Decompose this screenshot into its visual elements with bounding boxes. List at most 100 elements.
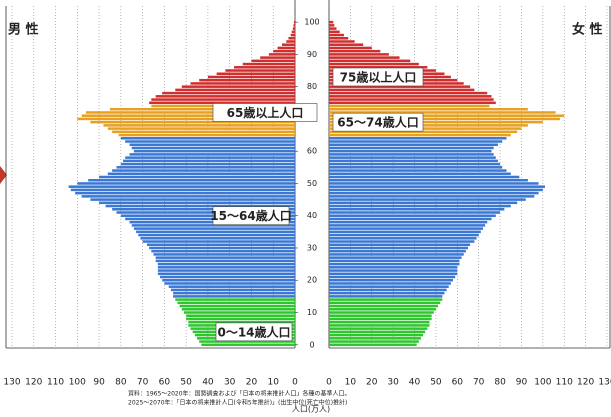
male-bar — [86, 111, 295, 114]
male-bar — [68, 185, 295, 188]
male-bar — [181, 308, 295, 311]
female-bar — [329, 311, 434, 314]
male-bar — [70, 188, 296, 192]
female-bar — [329, 246, 468, 250]
female-bar — [329, 275, 456, 279]
male-bar — [207, 75, 295, 79]
male-bar — [75, 191, 295, 195]
female-bar — [329, 146, 494, 150]
male-bar — [155, 95, 295, 98]
female-bar — [329, 340, 419, 343]
male-bar — [183, 311, 295, 314]
female-bar — [329, 233, 479, 237]
male-bar — [131, 146, 295, 150]
male-bar — [90, 120, 295, 124]
female-bar — [329, 259, 460, 263]
female-bar — [329, 333, 424, 337]
annotation-box — [212, 206, 290, 226]
y-tick-label: 60 — [307, 147, 317, 156]
female-bar — [329, 66, 428, 69]
male-bar — [160, 275, 295, 279]
female-bar — [329, 285, 449, 288]
male-title: 男 性 — [8, 22, 39, 38]
male-bar — [170, 288, 295, 292]
female-bar — [329, 107, 528, 111]
female-bar — [329, 298, 443, 301]
female-bar — [329, 185, 545, 188]
female-bar — [329, 266, 458, 269]
annotation: 65〜74歳人口 — [337, 115, 418, 130]
male-bar — [199, 340, 295, 343]
female-bar — [329, 127, 522, 130]
x-tick-label: 10 — [268, 378, 280, 388]
male-bar — [175, 298, 295, 301]
male-bar — [188, 320, 295, 324]
female-bar — [329, 301, 441, 305]
male-bar — [286, 40, 295, 43]
female-bar — [329, 227, 483, 230]
male-bar — [293, 20, 295, 24]
female-bar — [329, 337, 421, 340]
male-bar — [120, 214, 295, 217]
female-bar — [329, 159, 498, 163]
x-tick-label: 130 — [598, 378, 611, 388]
female-bar — [329, 53, 389, 56]
male-bar — [77, 182, 295, 185]
female-bar — [329, 49, 381, 53]
x-tick-label: 0 — [292, 378, 298, 388]
female-bar — [329, 88, 475, 92]
male-bar — [136, 230, 295, 234]
male-bar — [125, 217, 295, 221]
x-tick-label: 10 — [345, 378, 357, 388]
female-bar — [329, 269, 458, 272]
male-bar — [268, 53, 295, 56]
y-tick-label: 90 — [307, 50, 317, 59]
x-tick-label: 20 — [246, 378, 258, 388]
male-bar — [155, 259, 295, 263]
female-bar — [329, 343, 417, 347]
x-tick-label: 90 — [93, 378, 105, 388]
male-bar — [120, 137, 295, 140]
female-bar — [329, 230, 481, 234]
female-bar — [329, 104, 490, 108]
male-bar — [77, 117, 295, 121]
x-tick-label: 60 — [452, 378, 464, 388]
male-bar — [103, 124, 295, 127]
male-bar — [131, 224, 295, 227]
x-tick-label: 50 — [180, 378, 192, 388]
male-bar — [149, 101, 295, 105]
male-bar — [118, 133, 296, 137]
male-bar — [107, 127, 296, 130]
annotation-box — [332, 112, 424, 132]
female-title: 女 性 — [572, 22, 603, 38]
female-bar — [329, 304, 439, 308]
male-bar — [201, 343, 295, 347]
male-bar — [140, 237, 295, 240]
male-bar — [292, 27, 295, 30]
male-bar — [179, 304, 295, 308]
female-bar — [329, 320, 430, 324]
annotation: 75歳以上人口 — [340, 69, 417, 84]
male-bar — [120, 162, 295, 166]
female-bar — [329, 317, 432, 321]
male-bar — [281, 43, 295, 46]
male-bar — [81, 195, 296, 198]
female-bar — [329, 30, 340, 34]
male-bar — [112, 169, 295, 172]
female-bar — [329, 37, 349, 40]
male-bar — [173, 291, 295, 295]
x-axis-title: 人口(万人) — [292, 405, 330, 414]
x-tick-label: 70 — [137, 378, 149, 388]
x-tick-label: 40 — [202, 378, 214, 388]
x-tick-label: 110 — [556, 378, 573, 388]
female-bar — [329, 43, 364, 46]
female-bar — [329, 137, 507, 140]
male-bar — [129, 143, 295, 146]
x-tick-label: 30 — [387, 378, 399, 388]
y-tick-label: 100 — [304, 18, 319, 27]
male-bar — [142, 240, 295, 243]
female-bar — [329, 211, 501, 214]
female-bar — [329, 243, 471, 247]
annotation: 0〜14歳人口 — [217, 324, 290, 339]
male-bar — [290, 33, 295, 37]
